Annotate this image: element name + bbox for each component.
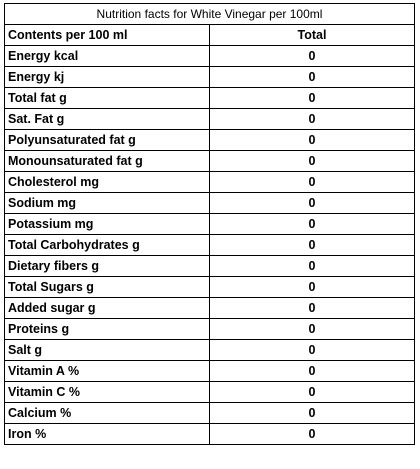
nutrient-label: Calcium %	[4, 402, 210, 424]
nutrient-label: Total Carbohydrates g	[4, 234, 210, 256]
nutrient-label: Added sugar g	[4, 297, 210, 319]
nutrient-value: 0	[209, 87, 415, 109]
nutrient-value: 0	[209, 381, 415, 403]
nutrient-label: Dietary fibers g	[4, 255, 210, 277]
table-row: Vitamin C % 0	[4, 381, 415, 403]
nutrient-label: Total fat g	[4, 87, 210, 109]
nutrient-label: Cholesterol mg	[4, 171, 210, 193]
nutrient-value: 0	[209, 66, 415, 88]
nutrient-label: Total Sugars g	[4, 276, 210, 298]
nutrient-label: Energy kj	[4, 66, 210, 88]
nutrient-label: Vitamin C %	[4, 381, 210, 403]
header-value: Total	[209, 24, 415, 46]
nutrient-value: 0	[209, 213, 415, 235]
nutrient-value: 0	[209, 171, 415, 193]
nutrient-label: Sat. Fat g	[4, 108, 210, 130]
nutrient-value: 0	[209, 318, 415, 340]
nutrient-value: 0	[209, 423, 415, 445]
nutrient-label: Iron %	[4, 423, 210, 445]
nutrition-table-container: Nutrition facts for White Vinegar per 10…	[4, 3, 415, 445]
nutrient-label: Vitamin A %	[4, 360, 210, 382]
title-row: Nutrition facts for White Vinegar per 10…	[4, 3, 415, 25]
table-row: Energy kj 0	[4, 66, 415, 88]
nutrient-value: 0	[209, 402, 415, 424]
nutrient-value: 0	[209, 339, 415, 361]
nutrient-label: Polyunsaturated fat g	[4, 129, 210, 151]
nutrient-value: 0	[209, 129, 415, 151]
nutrient-label: Sodium mg	[4, 192, 210, 214]
table-row: Sodium mg 0	[4, 192, 415, 214]
nutrient-label: Potassium mg	[4, 213, 210, 235]
nutrient-value: 0	[209, 108, 415, 130]
nutrient-value: 0	[209, 45, 415, 67]
nutrient-label: Monounsaturated fat g	[4, 150, 210, 172]
nutrient-label: Salt g	[4, 339, 210, 361]
nutrient-value: 0	[209, 297, 415, 319]
table-row: Energy kcal 0	[4, 45, 415, 67]
nutrient-value: 0	[209, 276, 415, 298]
table-title: Nutrition facts for White Vinegar per 10…	[4, 3, 415, 25]
header-label: Contents per 100 ml	[4, 24, 210, 46]
header-row: Contents per 100 ml Total	[4, 24, 415, 46]
table-row: Calcium % 0	[4, 402, 415, 424]
table-row: Cholesterol mg 0	[4, 171, 415, 193]
table-row: Potassium mg 0	[4, 213, 415, 235]
nutrient-label: Energy kcal	[4, 45, 210, 67]
table-row: Iron % 0	[4, 423, 415, 445]
table-row: Vitamin A % 0	[4, 360, 415, 382]
nutrient-value: 0	[209, 192, 415, 214]
nutrient-value: 0	[209, 234, 415, 256]
nutrient-label: Proteins g	[4, 318, 210, 340]
nutrient-value: 0	[209, 255, 415, 277]
nutrition-table: Nutrition facts for White Vinegar per 10…	[4, 3, 415, 445]
nutrient-value: 0	[209, 150, 415, 172]
nutrient-value: 0	[209, 360, 415, 382]
